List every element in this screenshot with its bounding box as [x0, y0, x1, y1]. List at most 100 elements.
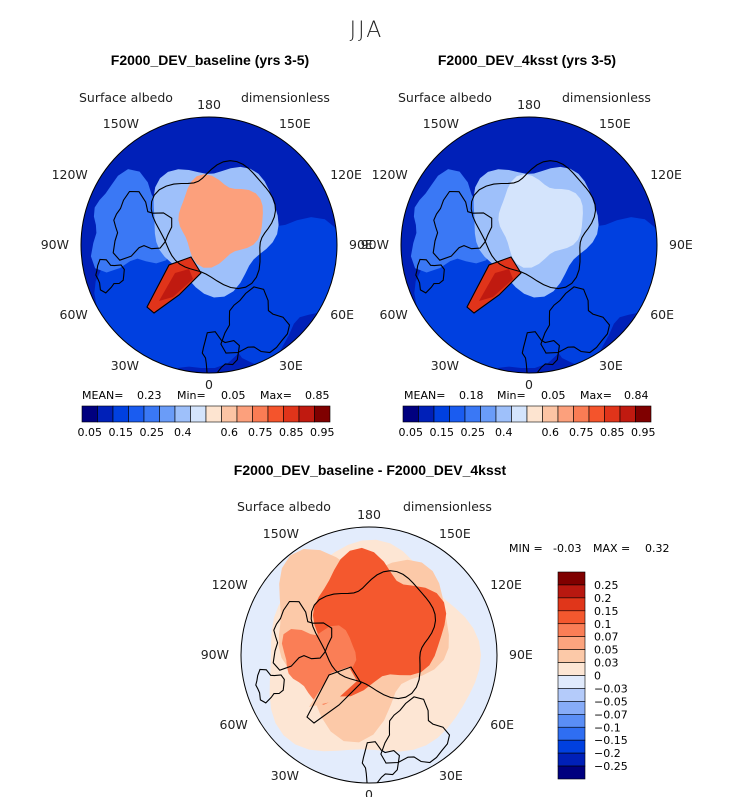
panel3-lon-label-120e: 120E	[490, 577, 522, 592]
panel3-lon-label-30w: 30W	[271, 768, 299, 783]
panel3-colorbar-box-9	[557, 688, 586, 702]
panel3-colorbar-box-4	[557, 623, 586, 637]
panel2-colorbar-box-9	[542, 405, 559, 423]
panel2-lon-label-90e: 90E	[669, 237, 693, 252]
panel3-coastlines	[255, 570, 451, 783]
panel1-lon-label-30e: 30E	[279, 358, 303, 373]
panel1-colorbar-box-7	[190, 405, 207, 423]
panel3-lon-label-150e: 150E	[439, 526, 471, 541]
panel3-lon-label-120w: 120W	[212, 577, 248, 592]
panel1-colorbar-box-13	[283, 405, 300, 423]
panel1-coastline-hudson	[95, 258, 125, 294]
panel2-map-border	[400, 116, 658, 374]
panel1-lon-label-150e: 150E	[279, 116, 311, 131]
panel1-lon-label-150w: 150W	[103, 116, 139, 131]
panel1-colorbar-label-2: 0.25	[140, 426, 165, 439]
panel2-units: dimensionless	[562, 90, 651, 105]
panel3-colorbar-label-2: 0.15	[594, 605, 619, 618]
panel2-max-label: Max=	[580, 389, 612, 402]
panel1-colorbar-box-14	[298, 405, 315, 423]
panel2-lon-label-180: 180	[517, 97, 541, 112]
panel1-colorbar-box-6	[174, 405, 191, 423]
panel3-max-label: MAX =	[593, 542, 631, 555]
panel1-colorbar-box-1	[97, 405, 114, 423]
panel2-min-value: 0.05	[541, 389, 566, 402]
panel2-colorbar-label-4: 0.6	[542, 426, 560, 439]
panel3-lon-label-0: 0	[365, 787, 373, 797]
panel1-lon-label-60w: 60W	[60, 307, 88, 322]
panel1-coastline-arctic	[150, 160, 277, 290]
panel3-colorbar-box-13	[557, 739, 586, 754]
panel1-colorbar-box-5	[159, 405, 176, 423]
panel3-title: F2000_DEV_baseline - F2000_DEV_4ksst	[233, 462, 507, 478]
panel1-coastline-europe	[220, 286, 291, 354]
panel2-min-label: Min=	[497, 389, 526, 402]
panel2-colorbar-box-5	[480, 405, 497, 423]
panel2-colorbar-box-1	[418, 405, 435, 423]
panel1-colorbar-box-4	[143, 405, 160, 423]
panel3-lon-label-90w: 90W	[201, 647, 229, 662]
panel2-mean-value: 0.18	[459, 389, 484, 402]
panel3-lon-label-60w: 60W	[220, 717, 248, 732]
panel3-colorbar-box-0	[557, 571, 586, 586]
panel3-colorbar-label-12: −0.15	[594, 734, 628, 747]
panel2-colorbar-box-4	[464, 405, 481, 423]
panel2-coastline-europe	[540, 286, 611, 354]
panel3-lon-label-60e: 60E	[490, 717, 514, 732]
panel1-colorbar-label-7: 0.95	[310, 426, 335, 439]
panel3-colorbar-box-8	[557, 675, 586, 689]
panel1-colorbar-label-5: 0.75	[248, 426, 273, 439]
panel2-lon-label-60w: 60W	[380, 307, 408, 322]
panel3-coastline-arctic	[310, 570, 437, 700]
panel2-coastline-scandinavia	[521, 331, 560, 373]
panel2-colorbar-box-15	[635, 405, 652, 423]
panel2-colorbar-box-0	[402, 405, 419, 423]
panel2-colorbar-label-2: 0.25	[461, 426, 486, 439]
panel2-colorbar-label-0: 0.05	[399, 426, 424, 439]
panel1-variable: Surface albedo	[79, 90, 173, 105]
panel1-lon-label-120w: 120W	[52, 167, 88, 182]
panel2-map	[401, 117, 657, 373]
panel3-units: dimensionless	[403, 499, 492, 514]
panel3-lon-label-30e: 30E	[439, 768, 463, 783]
panel3-colorbar-label-8: −0.03	[594, 682, 628, 695]
panel3-colorbar-label-9: −0.05	[594, 695, 628, 708]
panel3-lon-label-150w: 150W	[263, 526, 299, 541]
panel2-coastline-arctic	[470, 160, 597, 290]
panel1-colorbar-box-10	[236, 405, 253, 423]
panel3-colorbar-label-5: 0.05	[594, 644, 619, 657]
panel2-colorbar-box-7	[511, 405, 528, 423]
season-title: JJA	[349, 18, 384, 43]
panel3-colorbar-label-7: 0	[594, 670, 601, 683]
panel3-min-value: -0.03	[553, 542, 582, 555]
panel3-colorbar-box-5	[557, 636, 586, 650]
panel3-colorbar-box-1	[557, 584, 586, 599]
panel1-lon-label-90e: 90E	[349, 237, 373, 252]
panel1-lon-label-180: 180	[197, 97, 221, 112]
panel1-mean-label: MEAN=	[82, 389, 124, 402]
panel3-colorbar-box-14	[557, 752, 586, 767]
panel3-colorbar-label-11: −0.1	[594, 721, 621, 734]
panel1-coastline-greenland	[146, 256, 202, 314]
panel3-coastline-archipelago	[272, 600, 333, 671]
panel3-colorbar-label-10: −0.07	[594, 708, 628, 721]
panel3-colorbar-label-0: 0.25	[594, 579, 619, 592]
panel3-min-label: MIN =	[509, 542, 543, 555]
panel1-min-label: Min=	[177, 389, 206, 402]
panel3-coastline-scandinavia	[361, 741, 400, 783]
panel2-colorbar-box-12	[588, 405, 605, 423]
panel2-lon-label-150w: 150W	[423, 116, 459, 131]
panel2-lon-label-120w: 120W	[372, 167, 408, 182]
panel2-title: F2000_DEV_4ksst (yrs 3-5)	[437, 52, 617, 68]
panel3-diff-archipelago	[281, 625, 357, 705]
panel2-max-value: 0.84	[624, 389, 649, 402]
panel3-colorbar-label-1: 0.2	[594, 592, 612, 605]
panel2-mean-label: MEAN=	[404, 389, 446, 402]
panel3-lon-label-90e: 90E	[509, 647, 533, 662]
panel2-colorbar-box-3	[449, 405, 466, 423]
panel2-lon-label-30w: 30W	[431, 358, 459, 373]
panel2-coastline-hudson	[415, 258, 445, 294]
panel3-colorbar-label-3: 0.1	[594, 618, 612, 631]
panel3-coastline-greenland	[306, 666, 362, 724]
panel1-map	[81, 117, 337, 373]
